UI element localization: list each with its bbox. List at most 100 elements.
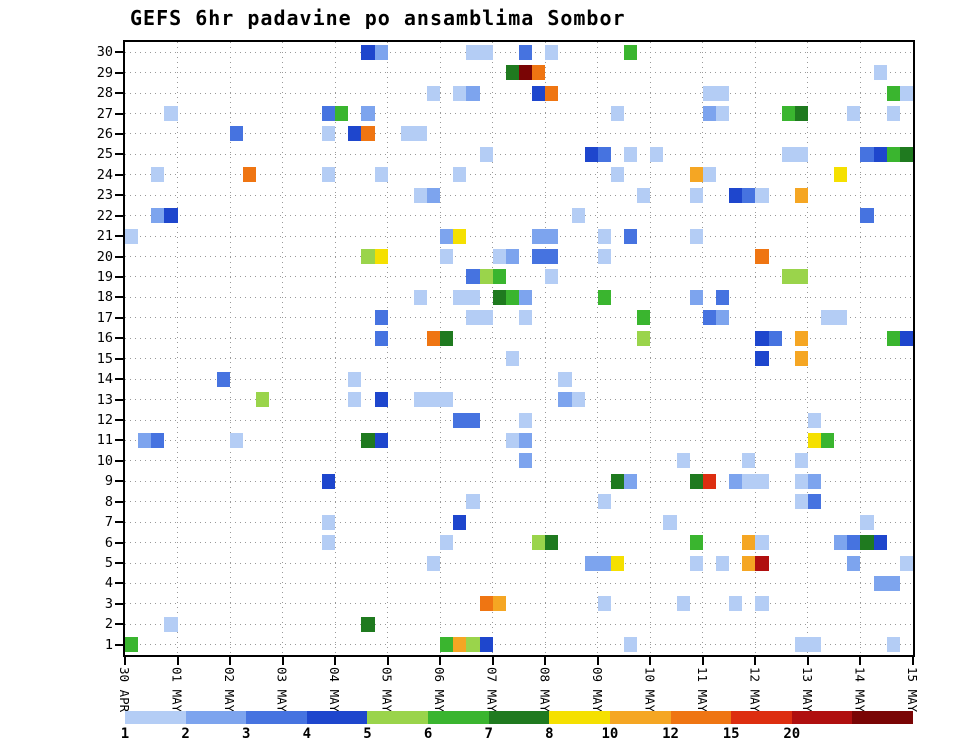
heatmap-cell <box>532 65 546 81</box>
heatmap-cell <box>742 535 756 551</box>
heatmap-cell <box>794 453 808 469</box>
x-axis-tick <box>491 657 494 665</box>
x-axis-label: 10 MAY <box>642 667 658 713</box>
h-gridline <box>125 521 913 523</box>
h-gridline <box>125 337 913 339</box>
heatmap-cell <box>729 473 743 489</box>
y-axis-tick <box>115 623 123 626</box>
heatmap-cell <box>597 289 611 305</box>
y-axis-tick <box>115 92 123 95</box>
heatmap-cell <box>505 289 519 305</box>
x-axis-label: 02 MAY <box>222 667 238 713</box>
heatmap-cell <box>610 167 625 183</box>
heatmap-cell <box>597 494 611 510</box>
heatmap-cell <box>794 187 808 203</box>
heatmap-cell <box>361 106 375 122</box>
heatmap-cell <box>742 473 756 489</box>
x-axis-tick <box>281 657 284 665</box>
heatmap-cell <box>597 555 611 571</box>
v-gridline <box>649 42 651 655</box>
y-axis-tick <box>115 419 123 422</box>
colorbar-tick-label: 3 <box>242 726 251 742</box>
heatmap-cell <box>886 330 900 346</box>
heatmap-cell <box>755 249 769 265</box>
colorbar-tick-label: 8 <box>545 726 554 742</box>
heatmap-cell <box>742 555 756 571</box>
y-axis-label: 27 <box>96 105 113 122</box>
y-axis-tick <box>115 173 123 176</box>
heatmap-cell <box>322 167 336 183</box>
colorbar-tick-label: 1 <box>120 726 130 742</box>
heatmap-cell <box>151 167 165 183</box>
heatmap-cell <box>860 208 874 224</box>
v-gridline <box>177 42 179 655</box>
heatmap-cell <box>505 351 519 367</box>
y-axis-tick <box>115 459 123 462</box>
heatmap-cell <box>755 330 769 346</box>
heatmap-cell <box>453 167 467 183</box>
x-axis-label: 30 APR <box>117 667 132 713</box>
chart-title: GEFS 6hr padavine po ansamblima Sombor <box>130 6 626 30</box>
colorbar-segment <box>549 711 610 724</box>
colorbar-segment <box>852 711 913 724</box>
heatmap-cell <box>466 289 480 305</box>
heatmap-cell <box>755 555 769 571</box>
heatmap-cell <box>440 392 454 408</box>
heatmap-cell <box>545 535 559 551</box>
heatmap-cell <box>164 106 178 122</box>
y-axis-tick <box>115 316 123 319</box>
heatmap-cell <box>216 371 231 387</box>
heatmap-cell <box>519 432 533 448</box>
v-gridline <box>439 42 441 655</box>
heatmap-cell <box>847 535 861 551</box>
heatmap-cell <box>807 473 822 489</box>
h-gridline <box>125 623 913 625</box>
x-axis-label: 06 MAY <box>432 667 448 713</box>
colorbar-segment <box>125 711 186 724</box>
heatmap-cell <box>689 289 703 305</box>
h-gridline <box>125 582 913 584</box>
heatmap-cell <box>650 146 664 162</box>
y-axis-label: 30 <box>96 44 113 61</box>
colorbar-segment <box>246 711 307 724</box>
heatmap-cell <box>571 392 585 408</box>
heatmap-cell <box>374 310 388 326</box>
heatmap-cell <box>427 555 441 571</box>
heatmap-cell <box>466 412 480 428</box>
heatmap-cell <box>138 432 152 448</box>
h-gridline <box>125 644 913 646</box>
y-axis-label: 11 <box>96 432 113 449</box>
heatmap-cell <box>716 85 730 101</box>
heatmap-cell <box>637 310 651 326</box>
heatmap-cell <box>558 371 572 387</box>
heatmap-cell <box>492 596 506 612</box>
heatmap-cell <box>348 392 362 408</box>
h-gridline <box>125 562 913 564</box>
y-axis-label: 29 <box>96 64 113 81</box>
heatmap-cell <box>466 637 480 653</box>
h-gridline <box>125 542 913 544</box>
y-axis-label: 13 <box>96 391 113 408</box>
v-gridline <box>754 42 756 655</box>
x-axis-tick <box>912 657 914 665</box>
heatmap-cell <box>755 187 769 203</box>
heatmap-cell <box>413 126 428 142</box>
y-axis-tick <box>115 296 123 299</box>
h-gridline <box>125 194 913 196</box>
heatmap-cell <box>440 249 454 265</box>
v-gridline <box>597 42 599 655</box>
h-gridline <box>125 501 913 503</box>
heatmap-cell <box>466 310 480 326</box>
y-axis-tick <box>115 71 123 74</box>
x-axis-tick <box>859 657 862 665</box>
heatmap-cell <box>125 228 139 244</box>
heatmap-cell <box>505 432 519 448</box>
heatmap-cell <box>794 330 808 346</box>
heatmap-cell <box>860 514 874 530</box>
heatmap-cell <box>610 106 625 122</box>
colorbar-segment <box>428 711 489 724</box>
heatmap-cell <box>427 392 441 408</box>
heatmap-cell <box>794 146 808 162</box>
y-axis-label: 14 <box>96 371 113 388</box>
